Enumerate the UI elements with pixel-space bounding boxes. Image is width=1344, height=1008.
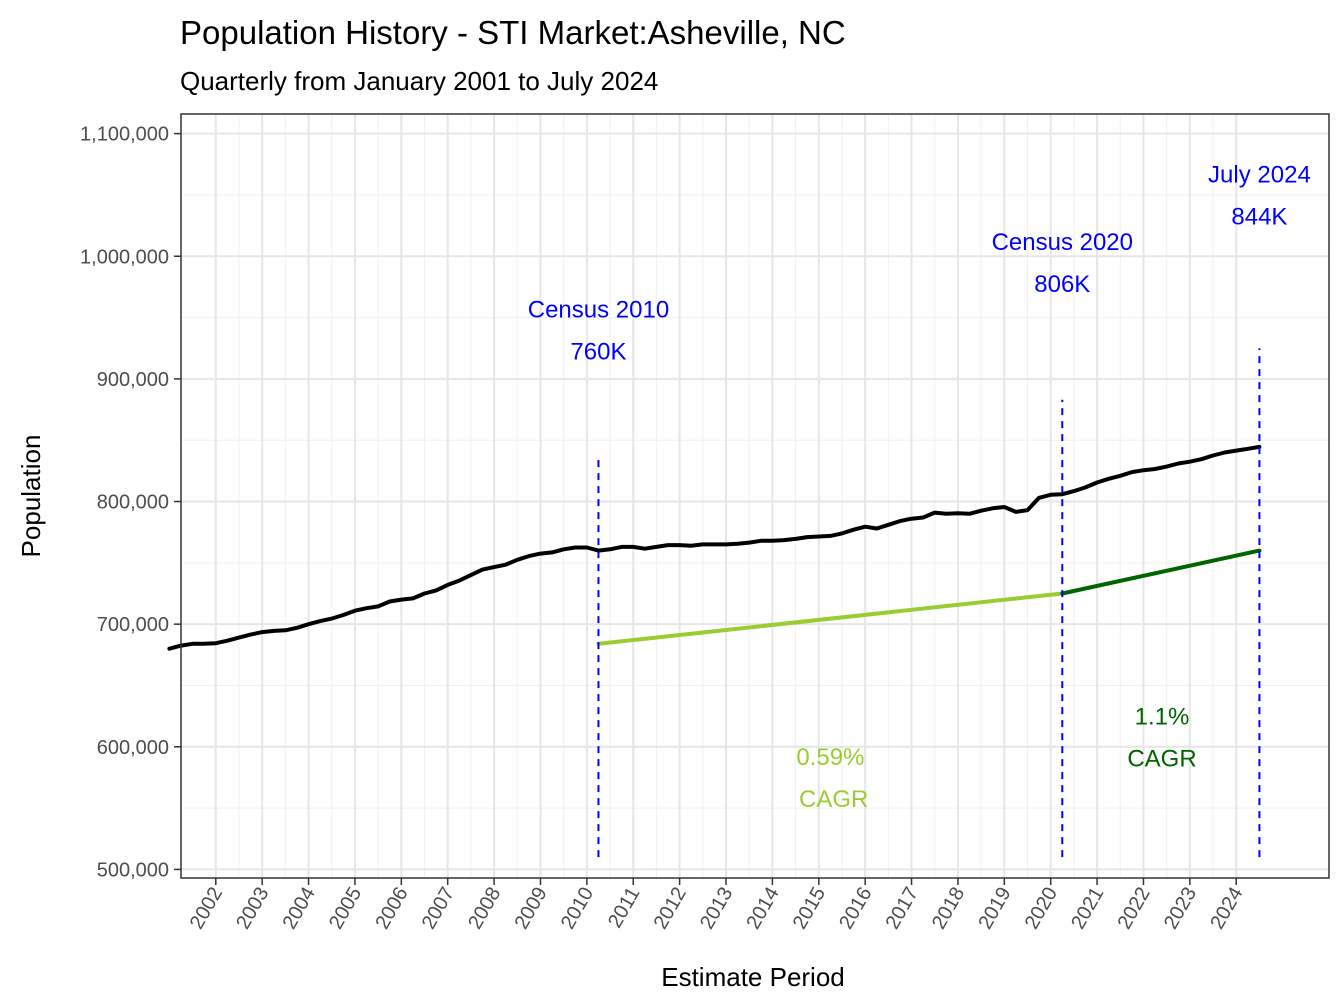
y-tick-label: 1,000,000 xyxy=(80,246,169,268)
annotation-3: 0.59% CAGR xyxy=(792,744,868,813)
y-tick-label: 700,000 xyxy=(97,614,169,636)
series-line-1 xyxy=(596,591,1065,646)
x-tick-label: 2005 xyxy=(325,884,366,934)
annotation-line: CAGR xyxy=(792,786,868,813)
x-tick-label: 2021 xyxy=(1067,884,1108,934)
x-tick-label: 2004 xyxy=(279,884,320,934)
x-tick-label: 2007 xyxy=(418,884,459,934)
x-tick-label: 2024 xyxy=(1206,884,1247,934)
annotation-2: July 2024 844K xyxy=(1208,162,1311,231)
x-tick-label: 2014 xyxy=(742,884,783,934)
x-tick-label: 2023 xyxy=(1160,884,1201,934)
y-tick-label: 900,000 xyxy=(97,369,169,391)
annotation-line: 760K xyxy=(570,339,626,366)
x-tick-label: 2011 xyxy=(604,884,645,932)
y-axis-title: Population xyxy=(16,435,46,558)
series-line-0 xyxy=(167,444,1262,651)
series-line-2 xyxy=(1060,548,1262,596)
x-tick-label: 2006 xyxy=(371,884,412,934)
x-tick-label: 2003 xyxy=(232,884,273,934)
x-tick-label: 2017 xyxy=(882,884,923,934)
annotation-line: CAGR xyxy=(1127,746,1196,773)
annotation-0: Census 2010 760K xyxy=(528,297,669,366)
panel-border xyxy=(180,113,1330,879)
x-axis-title: Estimate Period xyxy=(661,962,845,992)
y-tick-label: 500,000 xyxy=(97,859,169,881)
x-tick-label: 2010 xyxy=(557,884,598,934)
x-tick-label: 2015 xyxy=(789,884,830,934)
y-tick-label: 600,000 xyxy=(97,737,169,759)
x-tick-label: 2008 xyxy=(464,884,505,934)
annotation-1: Census 2020 806K xyxy=(992,229,1133,298)
annotation-line: 844K xyxy=(1231,204,1287,231)
x-tick-label: 2020 xyxy=(1021,884,1062,934)
annotation-line: July 2024 xyxy=(1208,162,1311,189)
annotation-4: 1.1% CAGR xyxy=(1127,704,1196,773)
x-tick-label: 2018 xyxy=(928,884,969,934)
annotation-line: 0.59% xyxy=(796,744,864,771)
x-tick-label: 2013 xyxy=(696,884,737,934)
chart-subtitle: Quarterly from January 2001 to July 2024 xyxy=(180,66,658,96)
chart-title: Population History - STI Market:Ashevill… xyxy=(180,14,846,51)
x-tick-label: 2009 xyxy=(511,884,552,934)
y-tick-label: 800,000 xyxy=(97,492,169,514)
x-tick-label: 2016 xyxy=(835,884,876,934)
annotation-line: Census 2010 xyxy=(528,297,669,324)
annotation-line: Census 2020 xyxy=(992,229,1133,256)
x-tick-label: 2002 xyxy=(186,884,227,934)
x-tick-label: 2012 xyxy=(650,884,691,934)
annotation-line: 806K xyxy=(1034,271,1090,298)
x-tick-label: 2022 xyxy=(1113,884,1154,934)
x-tick-label: 2019 xyxy=(974,884,1015,934)
plot-area: Census 2010 760K Census 2020 806K July 2024 8… xyxy=(80,113,1330,934)
annotation-line: 1.1% xyxy=(1135,704,1190,731)
panel-background xyxy=(181,114,1329,878)
y-tick-label: 1,100,000 xyxy=(80,124,169,146)
